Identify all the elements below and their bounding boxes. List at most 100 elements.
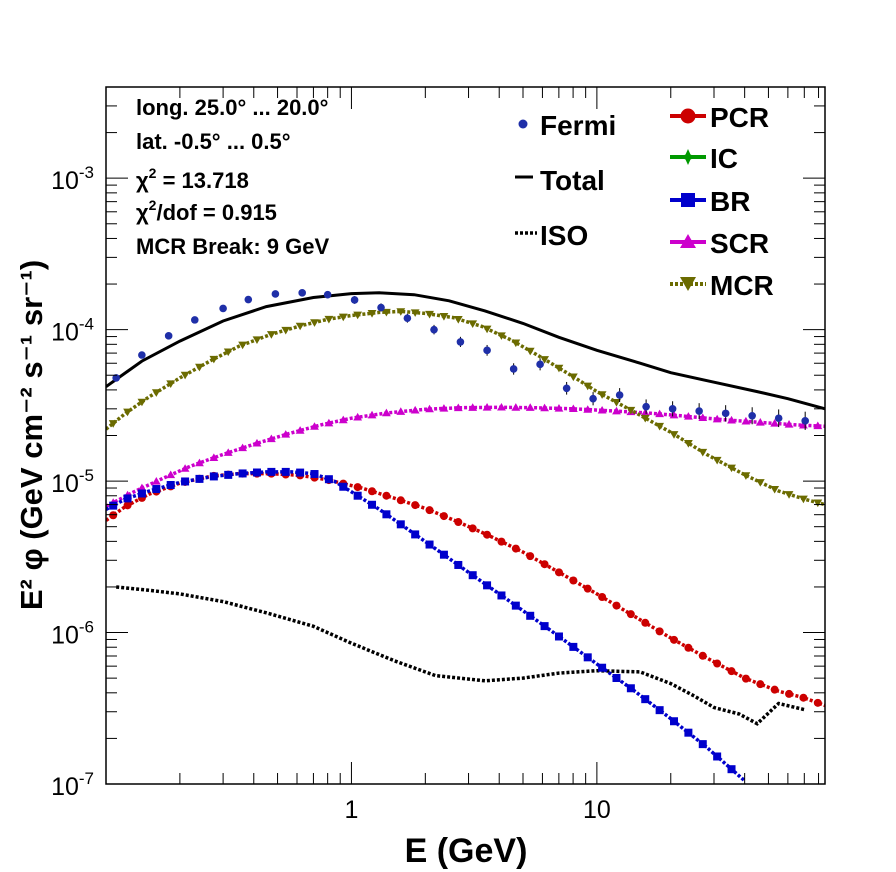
scr-marker [367,410,377,419]
br-marker [166,480,175,489]
scr-marker [511,403,521,411]
br-marker [396,520,405,529]
y-tick-exp: -7 [79,769,94,788]
legend-br: BR [670,186,750,217]
fermi-point [323,290,332,299]
legend-fermi-label: Fermi [540,110,616,141]
br-marker [123,494,132,503]
legend-ic-marker [680,149,696,165]
mcr-marker [223,348,233,357]
fermi-point [430,325,438,334]
mcr-marker [281,326,291,335]
br-marker [540,622,549,631]
pcr-marker [770,685,779,694]
fermi-point [721,409,730,418]
mcr-marker [712,456,722,465]
br-marker [468,571,477,580]
scr-marker [568,404,578,413]
y-tick-label: 10-5 [51,466,94,498]
mcr-marker [108,420,118,428]
chi2dof-value: /dof = 0.915 [156,200,276,225]
mcr-marker [727,464,736,473]
pcr-marker [396,496,405,505]
y-tick-base: 10 [51,167,79,195]
legend-mcr-marker [680,277,696,291]
y-tick-exp: -4 [79,315,94,334]
mcr-marker [597,391,607,399]
fermi-point [562,384,571,393]
scr-marker [151,477,161,485]
pcr-marker [554,568,563,577]
br-marker [324,475,333,484]
series-layer [106,289,825,783]
br-marker [209,472,218,481]
pcr-marker [526,552,535,561]
pcr-marker [727,667,736,676]
br-marker [670,717,679,726]
fermi-point [748,411,756,420]
mcr-marker [166,380,176,388]
legend-scr-marker [680,234,696,248]
fermi-point [377,303,385,312]
scr-marker [554,404,564,412]
scr-marker [166,470,176,479]
pcr-marker [382,491,391,500]
mcr-marker [396,308,406,316]
mcr-marker [741,472,751,480]
mcr-marker [425,310,434,319]
fermi-point [774,414,783,423]
scr-marker [640,408,650,417]
scr-marker [338,415,348,424]
fermi-point [164,332,173,340]
br-marker [612,673,621,682]
pcr-marker [411,501,420,510]
scr-marker [755,417,765,426]
scr-marker [382,408,391,417]
mcr-marker [151,389,161,397]
br-marker [713,752,722,761]
br-marker [554,632,563,641]
scr-marker [266,434,276,443]
pcr-marker [785,689,794,698]
y-tick-base: 10 [51,622,79,650]
scr-marker [195,458,204,467]
scr-marker [525,403,535,411]
mcr-marker [813,499,823,508]
mcr-marker [353,311,363,320]
pcr-marker [511,544,520,553]
mcr-marker [238,341,248,350]
legend-scr-label: SCR [710,228,769,259]
br-marker [368,500,377,509]
mcr-marker [669,431,679,439]
scr-marker [223,448,233,456]
scr-marker [453,403,463,412]
mcr-marker [612,399,621,407]
y-tick-label: 10-6 [51,618,94,650]
br-marker [339,482,348,491]
legend-total: Total [515,165,605,196]
mcr-marker [540,356,549,364]
fermi-point [536,360,544,369]
mcr-marker [683,439,693,448]
fermi-point [615,391,624,399]
ticks-layer: 10-710-610-510-410-31 10 [51,87,825,824]
pcr-marker [353,483,362,492]
fermi-point [271,290,280,298]
scr-marker [683,412,693,420]
pcr-marker [655,627,664,636]
scr-marker [209,453,219,461]
legend-br-marker [681,193,695,207]
mcr-marker [367,310,377,318]
y-tick-base: 10 [51,470,79,498]
mcr-marker [698,448,708,457]
scr-marker [597,405,607,414]
pcr-marker [123,501,132,510]
scr-marker [353,412,363,421]
pcr-marker [741,674,750,683]
pcr-marker [425,506,434,515]
y-axis-title: E² φ (GeV cm⁻² s⁻¹ sr⁻¹) [14,260,49,610]
mcr-marker [324,315,334,324]
br-marker [439,550,448,559]
